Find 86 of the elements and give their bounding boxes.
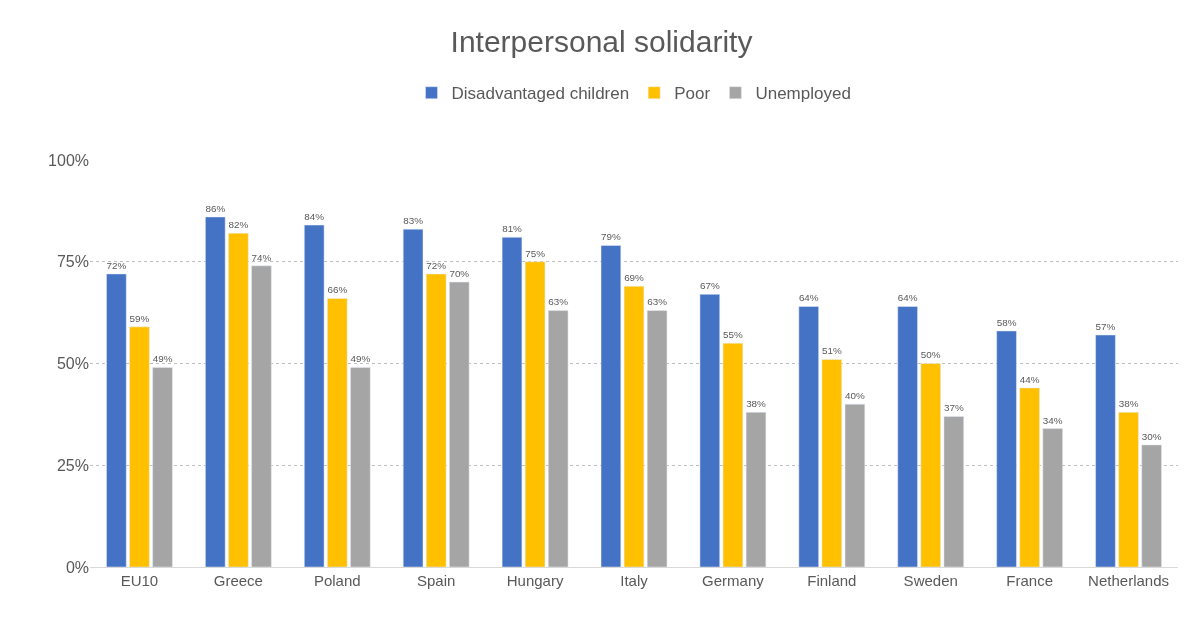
x-tick-label: France	[1006, 572, 1053, 589]
data-label: 37%	[943, 402, 964, 414]
data-label: 49%	[350, 353, 371, 365]
x-tick-label: Greece	[213, 572, 263, 589]
legend-label: Poor	[674, 84, 711, 104]
data-label: 59%	[129, 312, 150, 324]
data-label: 55%	[723, 329, 744, 341]
data-label: 72%	[106, 259, 127, 271]
data-label: 64%	[897, 292, 918, 304]
data-label: 67%	[699, 280, 720, 292]
y-tick-label: 50%	[56, 355, 89, 373]
x-tick-label: Germany	[702, 572, 765, 589]
bar	[821, 359, 842, 567]
data-label: 84%	[304, 211, 325, 222]
data-label: 66%	[327, 284, 348, 296]
bar	[205, 216, 226, 567]
bar	[996, 330, 1017, 567]
bar	[548, 310, 569, 567]
data-label: 83%	[403, 215, 424, 227]
bar	[228, 233, 249, 567]
bar	[1042, 428, 1063, 567]
data-label: 49%	[152, 353, 173, 365]
bar	[844, 403, 866, 567]
x-tick-label: Hungary	[506, 572, 564, 589]
bar	[350, 367, 371, 567]
bar	[943, 416, 964, 567]
bar	[327, 298, 348, 567]
data-label: 38%	[1118, 398, 1139, 410]
y-tick-label: 75%	[56, 253, 89, 271]
bar	[524, 261, 546, 567]
bar	[1019, 387, 1040, 567]
data-label: 40%	[845, 390, 865, 402]
bar	[449, 281, 470, 567]
bar	[106, 273, 127, 567]
bar	[1095, 334, 1116, 567]
data-label: 44%	[1019, 373, 1040, 385]
legend-label: Unemployed	[755, 84, 851, 104]
data-label: 74%	[251, 251, 272, 263]
data-label: 70%	[449, 267, 470, 279]
legend-label: Disadvantaged children	[451, 84, 630, 104]
data-label: 57%	[1095, 320, 1116, 332]
data-label: 63%	[548, 296, 569, 308]
bar	[646, 310, 668, 567]
x-tick-label: Finland	[807, 572, 857, 589]
chart-title: Interpersonal solidarity	[450, 24, 753, 58]
bar	[722, 342, 744, 567]
data-label: 69%	[624, 272, 645, 284]
data-label: 30%	[1141, 430, 1162, 442]
data-label: 72%	[426, 259, 447, 271]
x-tick-label: EU10	[120, 572, 159, 589]
data-label: 82%	[228, 219, 249, 231]
bar	[745, 412, 767, 567]
data-label: 81%	[502, 223, 523, 235]
data-label: 75%	[525, 247, 546, 259]
x-tick-label: Spain	[416, 572, 456, 589]
bar	[152, 367, 173, 567]
bar	[897, 306, 918, 567]
bar	[1118, 412, 1139, 567]
data-label: 58%	[996, 316, 1017, 328]
bar	[304, 224, 325, 567]
bar	[129, 326, 150, 567]
y-tick-label: 25%	[56, 456, 89, 474]
bar	[426, 273, 447, 567]
bar	[501, 237, 523, 567]
x-tick-label: Poland	[313, 572, 361, 589]
bar	[623, 285, 645, 567]
data-label: 64%	[798, 292, 819, 304]
bar	[920, 363, 941, 567]
bar	[251, 265, 272, 567]
x-tick-label: Sweden	[903, 572, 958, 589]
bar	[798, 306, 819, 567]
bar	[1141, 444, 1162, 567]
x-tick-label: Netherlands	[1088, 572, 1169, 589]
bar	[600, 245, 622, 567]
bar	[699, 294, 720, 567]
data-label: 86%	[205, 202, 226, 214]
y-tick-label: 0%	[65, 558, 89, 576]
x-tick-label: Italy	[620, 572, 649, 589]
data-label: 79%	[601, 231, 622, 243]
data-label: 63%	[647, 296, 668, 308]
data-label: 34%	[1042, 414, 1063, 426]
data-label: 38%	[746, 398, 767, 410]
y-tick-label: 100%	[48, 151, 89, 169]
data-label: 51%	[821, 345, 842, 357]
data-label: 50%	[920, 349, 941, 361]
bar	[402, 228, 424, 567]
